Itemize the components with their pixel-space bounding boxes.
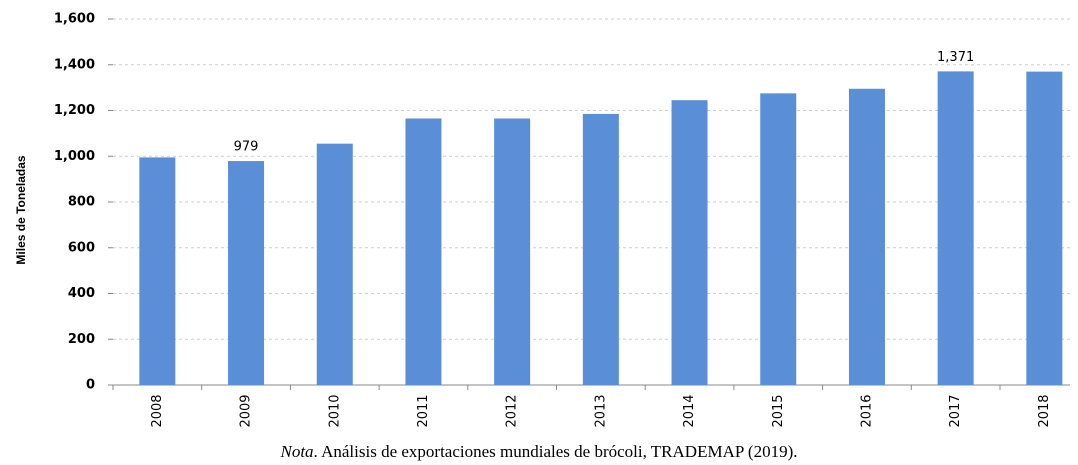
y-tick-label: 1,400 [54,57,95,72]
bar [316,143,353,385]
y-tick-label: 200 [68,332,95,347]
value-label: 979 [234,140,259,155]
x-tick-label: 2017 [948,394,963,427]
bar [848,88,885,386]
bar [494,118,531,385]
y-tick-label: 600 [68,240,95,255]
x-tick-label: 2010 [327,394,342,427]
y-tick-label: 0 [86,378,95,393]
y-tick-label: 1,600 [54,12,95,27]
y-tick-label: 1,200 [54,103,95,118]
bar [405,118,442,385]
bar [760,93,797,385]
bar [937,71,974,385]
value-label: 1,371 [937,50,974,65]
x-tick-label: 2013 [593,394,608,427]
x-tick-label: 2014 [682,394,697,427]
bar [671,100,708,386]
y-tick-label: 1,000 [54,149,95,164]
x-tick-label: 2015 [771,394,786,427]
caption: Nota. Análisis de exportaciones mundiale… [279,442,797,461]
caption-lead: Nota [279,442,313,461]
x-tick-label: 2016 [859,394,874,427]
y-axis-label: Miles de Toneladas [14,155,28,264]
caption-text: . Análisis de exportaciones mundiales de… [314,442,798,461]
bar [582,113,619,386]
x-tick-label: 2009 [239,394,254,427]
bar [139,157,176,385]
x-tick-label: 2018 [1037,394,1052,427]
y-tick-label: 400 [68,286,95,301]
bar [228,161,265,385]
x-tick-label: 2011 [416,394,431,427]
y-tick-label: 800 [68,195,95,210]
x-tick-label: 2008 [150,394,165,427]
x-tick-label: 2012 [505,394,520,427]
bar [1026,71,1063,386]
